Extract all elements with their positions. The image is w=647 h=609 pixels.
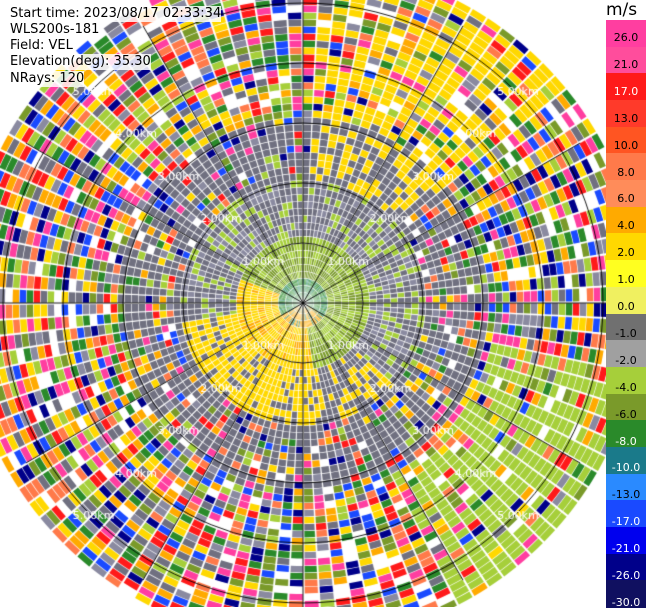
colorbar-segment [606,73,646,102]
colorbar-segment [606,526,646,555]
instrument-label: WLS200s-181 [10,22,100,38]
colorbar-tick-label: -10.0 [611,461,641,475]
colorbar-segment [606,100,646,128]
colorbar-unit: m/s [606,0,638,20]
colorbar-tick-label: 17.0 [613,84,639,98]
colorbar-segment [606,46,646,75]
colorbar-segment [606,233,646,262]
colorbar-segment [606,420,646,448]
colorbar-tick-label: 6.0 [617,192,635,206]
colorbar-segment [606,180,646,208]
colorbar-tick-label: 4.0 [617,219,635,233]
colorbar-tick-label: 10.0 [613,138,639,152]
colorbar-tick-label: -21.0 [611,542,641,556]
colorbar-tick-label: 13.0 [613,111,639,125]
colorbar-tick-label: -1.0 [615,326,637,340]
colorbar-tick-label: -4.0 [615,380,637,394]
colorbar-tick-label: -2.0 [615,353,637,367]
colorbar-tick-label: 0.0 [617,300,635,314]
colorbar-segment [606,446,646,475]
colorbar-tick-label: -26.0 [611,569,641,583]
colorbar-tick-label: 8.0 [617,165,635,179]
radar-ppi-plot [0,0,606,607]
colorbar-segment [606,366,646,395]
colorbar-segment [606,260,646,288]
colorbar: 26.0 21.0 17.0 13.0 10.0 8.0 6.0 4.0 2.0 1.0 0.0 -1… [606,20,646,609]
colorbar-segment [606,393,646,422]
colorbar-tick-label: 1.0 [617,273,635,287]
colorbar-tick-label: -8.0 [615,434,637,448]
colorbar-tick-label: 21.0 [613,57,639,71]
colorbar-segment [606,153,646,182]
colorbar-segment [606,313,646,342]
colorbar-tick-label: -17.0 [611,515,641,529]
colorbar-segment [606,206,646,235]
colorbar-tick-label: 26.0 [613,31,639,44]
colorbar-segment [606,553,646,582]
colorbar-tick-label: -13.0 [611,488,641,502]
colorbar-segment [606,473,646,502]
colorbar-tick-label: 2.0 [617,246,635,260]
start-time-label: Start time: 2023/08/17 02:33:34 [10,6,222,22]
field-label: Field: VEL [10,38,73,54]
colorbar-tick-label: -6.0 [615,407,637,421]
colorbar-segment [606,286,646,315]
elevation-label: Elevation(deg): 35.30 [10,54,151,70]
nrays-label: NRays: 120 [10,71,85,87]
colorbar-segment [606,500,646,528]
colorbar-segment [606,126,646,155]
colorbar-tick-label: -30.0 [611,596,641,609]
colorbar-segment [606,340,646,368]
colorbar-segment [606,20,646,48]
colorbar-segment [606,580,646,608]
